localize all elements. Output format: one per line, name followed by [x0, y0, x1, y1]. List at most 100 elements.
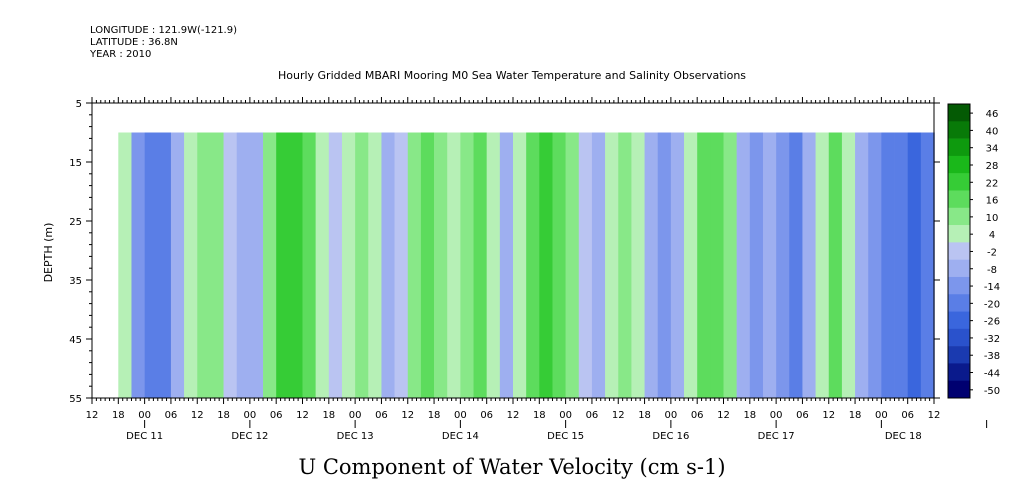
x-hour-label: 18	[743, 410, 756, 421]
heatmap-cell	[315, 132, 330, 398]
heatmap-cell	[855, 132, 869, 398]
x-hour-label: 12	[717, 410, 730, 421]
heatmap-cell	[486, 132, 501, 398]
x-hour-label: 18	[849, 410, 862, 421]
heatmap-cell	[776, 132, 790, 398]
colorbar-swatch	[948, 363, 970, 382]
heatmap-cell	[697, 132, 711, 398]
heatmap-cell	[591, 132, 606, 398]
x-hour-label: 06	[165, 410, 178, 421]
colorbar-swatch	[948, 242, 970, 260]
heatmap-cell	[920, 132, 935, 398]
x-hour-label: 12	[401, 410, 414, 421]
heatmap-cell	[894, 132, 908, 398]
x-axis: 12 18 00 06 12 18 00 06 12 18 00 06 12 18 00 06 12 18 00 06…	[86, 97, 988, 442]
heatmap-cell	[631, 132, 645, 398]
x-hour-label: 12	[822, 410, 835, 421]
colorbar-swatch	[948, 190, 970, 209]
year-label: YEAR : 2010	[90, 49, 152, 60]
x-hour-label: 18	[533, 410, 546, 421]
colorbar-swatch	[948, 328, 970, 347]
heatmap-cell	[565, 132, 580, 398]
colorbar-swatch	[948, 311, 970, 330]
heatmap-cell	[526, 132, 540, 398]
heatmap-cell	[802, 132, 816, 398]
x-hour-label: 06	[375, 410, 388, 421]
heatmap-cell	[197, 132, 211, 398]
heatmap-cell	[736, 132, 751, 398]
colorbar-label: -44	[984, 369, 1000, 380]
colorbar-swatch	[948, 294, 970, 312]
x-hour-label: 06	[586, 410, 599, 421]
x-hour-label: 12	[86, 410, 99, 421]
colorbar-swatch	[948, 138, 970, 157]
x-date-label: DEC 17	[758, 431, 795, 442]
colorbar-label: 4	[989, 230, 995, 241]
colorbar-label: -14	[984, 282, 1000, 293]
latitude-label: LATITUDE : 36.8N	[90, 37, 178, 48]
colorbar-label: -2	[987, 247, 997, 258]
x-hour-label: 18	[322, 410, 335, 421]
y-tick-label: 25	[69, 217, 82, 228]
colorbar-label: -50	[984, 386, 1000, 397]
heatmap-cell	[355, 132, 369, 398]
chart-title: Hourly Gridded MBARI Mooring M0 Sea Wate…	[277, 69, 747, 82]
x-date-label: DEC 13	[337, 431, 374, 442]
colorbar-label: 28	[986, 161, 999, 172]
x-hour-label: 00	[244, 410, 257, 421]
heatmap-cell	[881, 132, 895, 398]
x-date-label: DEC 11	[126, 431, 163, 442]
x-hour-label: 12	[507, 410, 520, 421]
heatmap-cell	[407, 132, 422, 398]
x-date-label: DEC 15	[547, 431, 584, 442]
heatmap-cell	[341, 132, 356, 398]
heatmap-cell	[170, 132, 185, 398]
y-tick-label: 45	[69, 335, 82, 346]
heatmap-cell	[460, 132, 474, 398]
heatmap-cell	[762, 132, 777, 398]
variable-title: U Component of Water Velocity (cm s-1)	[298, 455, 726, 479]
x-hour-label: 06	[796, 410, 809, 421]
x-hour-label: 12	[296, 410, 309, 421]
colorbar-label: 10	[986, 213, 999, 224]
heatmap-cell	[539, 132, 553, 398]
heatmap-cell	[749, 132, 764, 398]
heatmap-cell	[184, 132, 198, 398]
colorbar-swatch	[948, 121, 970, 139]
y-tick-label: 5	[76, 99, 82, 110]
x-hour-label: 06	[691, 410, 704, 421]
heatmap-cell	[644, 132, 659, 398]
heatmap-cell	[710, 132, 724, 398]
heatmap-cell	[815, 132, 830, 398]
x-date-label: DEC 14	[442, 431, 479, 442]
x-hour-label: 00	[665, 410, 678, 421]
colorbar-label: 34	[986, 144, 999, 155]
heatmap-cell	[789, 132, 803, 398]
colorbar-swatch	[948, 380, 970, 399]
colorbar-label: 46	[986, 109, 999, 120]
x-hour-label: 00	[138, 410, 151, 421]
x-date-label: DEC 18	[885, 431, 922, 442]
heatmap-cell	[684, 132, 698, 398]
colorbar-label: 40	[986, 126, 999, 137]
heatmap-cell	[381, 132, 395, 398]
heatmap-cell	[302, 132, 316, 398]
heatmap-cell	[578, 132, 593, 398]
heatmap-cell	[828, 132, 843, 398]
heatmap-cell	[670, 132, 685, 398]
x-hour-label: 06	[901, 410, 914, 421]
colorbar-label: -26	[984, 317, 1000, 328]
y-tick-label: 55	[69, 394, 82, 405]
x-hour-label: 00	[770, 410, 783, 421]
x-hour-label: 06	[480, 410, 493, 421]
colorbar-label: -8	[987, 265, 997, 276]
x-date-label: DEC 16	[652, 431, 689, 442]
colorbar: 46 40 34 28 22 16 10 4 -2 -8 -14 -20 -26 -32 -38 -44 -50	[947, 103, 1000, 399]
x-hour-label: 18	[428, 410, 441, 421]
colorbar-swatch	[948, 104, 970, 122]
heatmap-cell	[499, 132, 514, 398]
x-hour-label: 12	[191, 410, 204, 421]
heatmap-cell	[434, 132, 448, 398]
heatmap-cell	[157, 132, 172, 398]
